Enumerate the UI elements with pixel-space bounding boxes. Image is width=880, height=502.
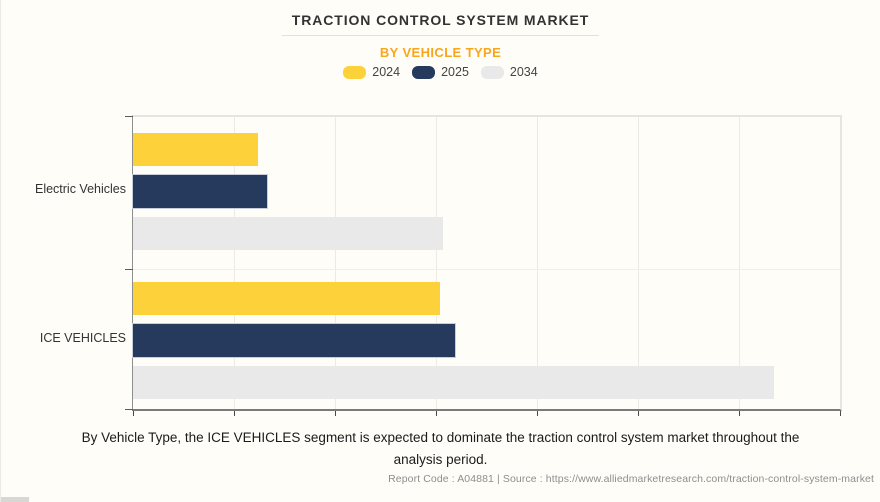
x-axis-tick [435, 411, 437, 416]
report-source-text: Report Code : A04881 | Source : https://… [388, 473, 874, 485]
category-label-electric-vehicles: Electric Vehicles [34, 182, 126, 196]
legend-swatch-2034-icon [480, 65, 504, 79]
legend-label-2025: 2025 [441, 65, 469, 79]
caption-line-2: analysis period. [393, 451, 488, 467]
gridline [537, 117, 538, 409]
legend-label-2024: 2024 [372, 65, 401, 79]
gridline [638, 117, 639, 409]
chart-subtitle: BY VEHICLE TYPE [379, 45, 502, 60]
chart-caption: By Vehicle Type, the ICE VEHICLES segmen… [1, 427, 880, 471]
x-axis-tick [133, 411, 134, 416]
bar-electric-vehicles-2034[interactable] [133, 217, 444, 250]
chart-header: TRACTION CONTROL SYSTEM MARKET BY VEHICL… [1, 0, 880, 79]
gridline [334, 117, 336, 409]
bar-ice-vehicles-2024[interactable] [133, 282, 440, 315]
legend-item-2025[interactable]: 2025 [412, 65, 469, 79]
category-label-ice-vehicles: ICE VEHICLES [39, 331, 126, 345]
x-axis-tick [840, 411, 841, 416]
gridline [435, 117, 437, 409]
x-axis-tick [638, 411, 639, 416]
legend-swatch-2025-icon [412, 65, 436, 79]
plot-area [125, 115, 842, 416]
x-axis-tick [537, 411, 538, 416]
legend-label-2034: 2034 [509, 65, 538, 79]
scrollbar-corner [1, 497, 29, 502]
y-axis-tick [125, 409, 133, 410]
y-axis-tick [125, 116, 133, 117]
category-divider-line [133, 269, 840, 270]
gridline [234, 117, 235, 409]
bar-electric-vehicles-2025[interactable] [133, 175, 268, 208]
bar-ice-vehicles-2025[interactable] [133, 324, 456, 357]
legend-swatch-2024-icon [343, 65, 367, 79]
legend-item-2034[interactable]: 2034 [480, 65, 538, 79]
bar-ice-vehicles-2034[interactable] [133, 366, 775, 399]
chart-title: TRACTION CONTROL SYSTEM MARKET [281, 12, 600, 36]
x-axis-tick [334, 411, 336, 416]
legend-item-2024[interactable]: 2024 [343, 65, 400, 79]
caption-line-1: By Vehicle Type, the ICE VEHICLES segmen… [81, 430, 800, 445]
gridline [738, 117, 740, 409]
x-axis-tick [738, 411, 740, 416]
x-axis-tick [234, 411, 235, 416]
y-axis-tick [125, 269, 133, 270]
legend: 2024 2025 2034 [1, 65, 880, 79]
bar-electric-vehicles-2024[interactable] [133, 133, 259, 166]
